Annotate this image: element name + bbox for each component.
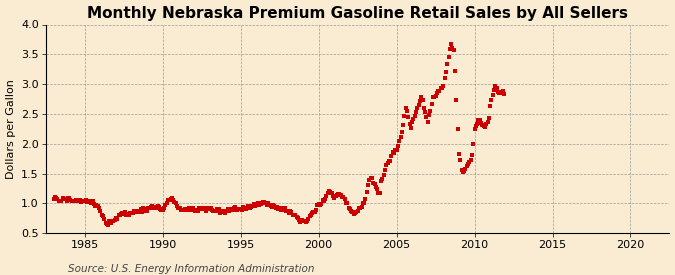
Title: Monthly Nebraska Premium Gasoline Retail Sales by All Sellers: Monthly Nebraska Premium Gasoline Retail… <box>87 6 628 21</box>
Text: Source: U.S. Energy Information Administration: Source: U.S. Energy Information Administ… <box>68 264 314 274</box>
Y-axis label: Dollars per Gallon: Dollars per Gallon <box>5 79 16 179</box>
